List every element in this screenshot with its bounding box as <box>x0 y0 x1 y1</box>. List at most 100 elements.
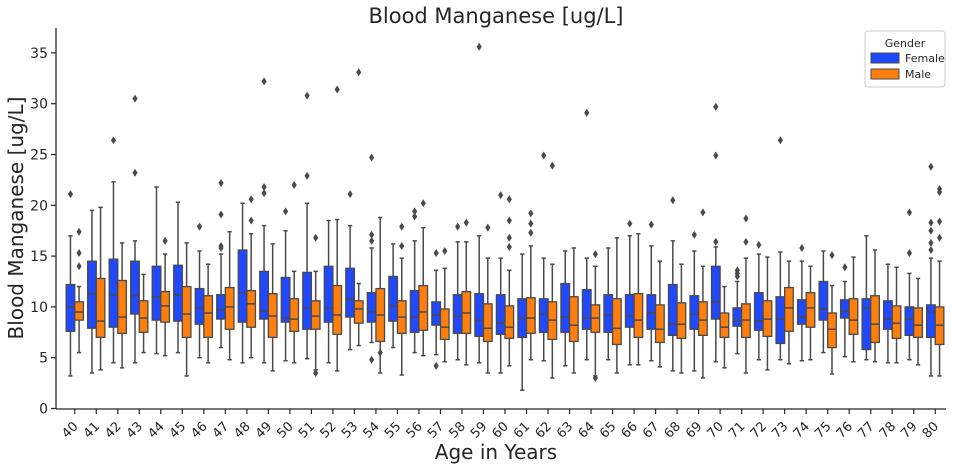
x-tick-label: 70 <box>705 419 727 441</box>
outlier-point <box>218 241 224 250</box>
outlier-point <box>67 190 74 199</box>
x-tick-label: 63 <box>554 419 576 441</box>
outlier-point <box>485 223 491 232</box>
x-tick-label: 65 <box>597 419 619 441</box>
box-iqr <box>87 260 97 329</box>
box-iqr <box>525 297 536 334</box>
box-iqr <box>203 295 214 339</box>
y-axis-label: Blood Manganese [ug/L] <box>4 97 28 340</box>
box-female-68 <box>667 196 678 372</box>
outlier-point <box>196 222 203 231</box>
x-tick-label: 73 <box>769 419 791 441</box>
legend-swatch-female <box>870 52 900 64</box>
box-female-49 <box>259 77 270 364</box>
y-tick-label: 10 <box>30 300 48 316</box>
box-male-47 <box>224 230 235 361</box>
box-male-59 <box>482 223 493 374</box>
outlier-point <box>928 226 934 235</box>
outlier-point <box>377 348 383 357</box>
outlier-point <box>743 237 749 246</box>
box-female-70 <box>710 102 721 363</box>
box-iqr <box>173 264 183 322</box>
box-female-63 <box>560 250 571 367</box>
outlier-point <box>829 251 835 260</box>
x-tick-label: 46 <box>188 419 210 441</box>
box-male-52 <box>332 85 343 372</box>
box-iqr <box>805 292 816 328</box>
box-iqr <box>581 288 592 330</box>
box-male-65 <box>611 237 622 374</box>
x-tick-label: 58 <box>446 419 468 441</box>
outlier-point <box>506 195 512 204</box>
x-tick-label: 53 <box>339 419 361 441</box>
box-iqr <box>95 277 106 339</box>
x-tick-label: 75 <box>812 419 834 441</box>
box-female-73 <box>775 136 786 361</box>
y-tick-label: 15 <box>30 249 48 265</box>
box-iqr <box>697 301 708 336</box>
box-iqr <box>332 284 343 335</box>
outlier-point <box>584 108 590 117</box>
x-tick-label: 69 <box>683 419 705 441</box>
box-male-64 <box>590 250 601 383</box>
box-iqr <box>418 284 429 331</box>
box-male-74 <box>805 265 816 361</box>
outlier-point <box>528 219 534 228</box>
axes: 0 5 10 15 20 25 30 35 40 41 42 43 44 45 46 47 48 49 50 51 52… <box>30 28 946 442</box>
x-tick-label: 79 <box>898 419 920 441</box>
box-male-67 <box>654 260 665 368</box>
outlier-point <box>162 236 168 245</box>
box-iqr <box>409 289 420 333</box>
outlier-point <box>528 228 534 237</box>
x-tick-label: 54 <box>360 419 382 441</box>
box-female-78 <box>882 263 893 364</box>
outlier-point <box>842 263 848 272</box>
x-tick-label: 67 <box>640 419 662 441</box>
box-iqr <box>302 271 313 330</box>
outlier-point <box>528 209 534 218</box>
box-male-61 <box>525 209 536 361</box>
outlier-point <box>928 246 934 255</box>
x-tick-label: 72 <box>748 419 770 441</box>
box-iqr <box>237 249 248 323</box>
box-male-78 <box>891 266 902 364</box>
box-female-52 <box>323 219 334 364</box>
box-male-71 <box>740 214 751 374</box>
legend-title: Gender <box>885 37 926 50</box>
outlier-point <box>433 361 439 370</box>
box-iqr <box>689 295 700 330</box>
outlier-point <box>592 250 598 259</box>
outlier-point <box>261 183 267 192</box>
outlier-point <box>347 190 353 199</box>
box-male-42 <box>117 242 128 369</box>
outlier-point <box>734 266 740 275</box>
box-iqr <box>839 299 850 319</box>
outlier-point <box>369 236 375 245</box>
outlier-point <box>928 238 934 247</box>
x-tick-label: 51 <box>296 419 318 441</box>
box-female-65 <box>603 247 614 361</box>
outlier-point <box>592 374 598 383</box>
box-iqr <box>259 270 270 320</box>
box-iqr <box>568 296 579 343</box>
box-iqr <box>654 304 665 344</box>
outlier-point <box>261 77 267 86</box>
box-iqr <box>504 305 515 340</box>
y-tick-label: 25 <box>30 148 48 164</box>
box-female-75 <box>818 250 829 354</box>
x-tick-label: 50 <box>274 419 296 441</box>
x-tick-label: 77 <box>855 419 877 441</box>
outlier-point <box>420 199 426 208</box>
x-tick-label: 71 <box>726 419 748 441</box>
outlier-point <box>442 247 448 256</box>
box-iqr <box>827 312 837 349</box>
box-male-66 <box>633 232 644 366</box>
box-male-60 <box>504 195 515 367</box>
box-iqr <box>108 258 119 328</box>
x-tick-label: 60 <box>490 419 512 441</box>
box-male-77 <box>870 249 880 363</box>
box-female-74 <box>796 243 807 362</box>
outlier-point <box>670 196 676 205</box>
box-iqr <box>117 279 128 334</box>
box-male-56 <box>418 199 429 357</box>
